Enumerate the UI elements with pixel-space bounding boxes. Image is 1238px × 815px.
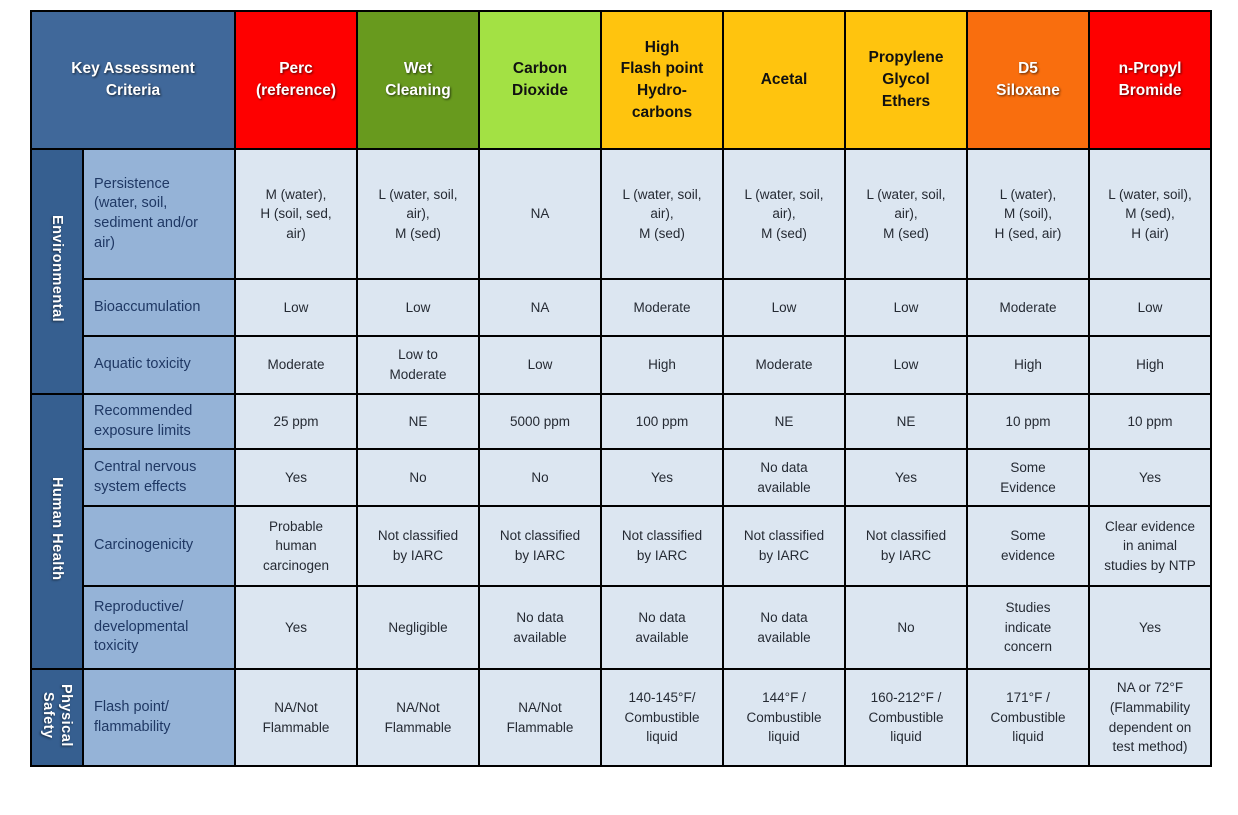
column-header-acetal: Acetal <box>722 10 846 150</box>
table-cell: No <box>844 585 968 670</box>
column-header-wet-cleaning: Wet Cleaning <box>356 10 480 150</box>
table-row: Bioaccumulation Low Low NA Moderate Low … <box>31 278 1212 337</box>
table-cell: Moderate <box>234 335 358 395</box>
table-cell: Yes <box>1088 585 1212 670</box>
category-environmental: Environmental <box>30 148 84 395</box>
table-row: Human Health Recommended exposure limits… <box>30 393 1212 670</box>
row-label-cns-effects: Central nervous system effects <box>82 448 236 507</box>
table-cell: Low <box>478 335 602 395</box>
table-cell: Not classified by IARC <box>844 505 968 587</box>
table-cell: Low <box>722 278 846 337</box>
table-cell: NA/Not Flammable <box>234 668 358 767</box>
table-cell: L (water, soil, air), M (sed) <box>600 148 724 280</box>
table-cell: No data available <box>722 448 846 507</box>
table-cell: Low to Moderate <box>356 335 480 395</box>
table-cell: 5000 ppm <box>478 393 602 450</box>
table-cell: Low <box>1088 278 1212 337</box>
table-cell: Moderate <box>966 278 1090 337</box>
table-cell: 100 ppm <box>600 393 724 450</box>
table-cell: L (water, soil, air), M (sed) <box>844 148 968 280</box>
table-cell: 10 ppm <box>1088 393 1212 450</box>
assessment-table: Key Assessment Criteria Perc (reference)… <box>30 10 1212 767</box>
table-cell: L (water, soil), M (sed), H (air) <box>1088 148 1212 280</box>
corner-header: Key Assessment Criteria <box>30 10 236 150</box>
column-header-n-propyl-bromide: n-Propyl Bromide <box>1088 10 1212 150</box>
table-cell: Yes <box>844 448 968 507</box>
table-cell: Low <box>844 335 968 395</box>
row-label-persistence: Persistence (water, soil, sediment and/o… <box>82 148 236 280</box>
table-cell: L (water), M (soil), H (sed, air) <box>966 148 1090 280</box>
category-human-health: Human Health <box>30 393 84 670</box>
table-cell: NE <box>722 393 846 450</box>
table-cell: Not classified by IARC <box>478 505 602 587</box>
table-cell: Not classified by IARC <box>722 505 846 587</box>
table-cell: No <box>356 448 480 507</box>
row-label-recommended-exposure-limits: Recommended exposure limits <box>82 393 236 450</box>
row-label-bioaccumulation: Bioaccumulation <box>82 278 236 337</box>
table-cell: Clear evidence in animal studies by NTP <box>1088 505 1212 587</box>
table-cell: Moderate <box>722 335 846 395</box>
table-cell: NA/Not Flammable <box>478 668 602 767</box>
table-cell: NA <box>478 148 602 280</box>
table-row: Aquatic toxicity Moderate Low to Moderat… <box>31 335 1212 395</box>
table-cell: No data available <box>600 585 724 670</box>
table-cell: High <box>1088 335 1212 395</box>
column-header-carbon-dioxide: Carbon Dioxide <box>478 10 602 150</box>
table-row: Carcinogenicity Probable human carcinoge… <box>31 505 1212 587</box>
table-cell: Some Evidence <box>966 448 1090 507</box>
column-header-perc: Perc (reference) <box>234 10 358 150</box>
table-cell: 25 ppm <box>234 393 358 450</box>
category-label: Physical Safety <box>40 683 75 747</box>
table-row: Environmental Persistence (water, soil, … <box>30 148 1212 395</box>
table-cell: No data available <box>478 585 602 670</box>
table-cell: Negligible <box>356 585 480 670</box>
table-cell: Moderate <box>600 278 724 337</box>
row-label-aquatic-toxicity: Aquatic toxicity <box>82 335 236 395</box>
table-cell: NE <box>844 393 968 450</box>
column-header-high-flash-point-hydrocarbons: High Flash point Hydro- carbons <box>600 10 724 150</box>
category-label: Environmental <box>49 215 66 323</box>
table-cell: Yes <box>234 585 358 670</box>
table-cell: 160-212°F / Combustible liquid <box>844 668 968 767</box>
table-cell: Yes <box>234 448 358 507</box>
category-physical-safety: Physical Safety <box>30 668 84 767</box>
table-cell: NA/Not Flammable <box>356 668 480 767</box>
table-cell: Some evidence <box>966 505 1090 587</box>
table-cell: 10 ppm <box>966 393 1090 450</box>
table-cell: NA or 72°F (Flammability dependent on te… <box>1088 668 1212 767</box>
table-cell: Low <box>234 278 358 337</box>
table-cell: Low <box>844 278 968 337</box>
table-cell: 140-145°F/ Combustible liquid <box>600 668 724 767</box>
table-cell: 144°F / Combustible liquid <box>722 668 846 767</box>
table-cell: L (water, soil, air), M (sed) <box>722 148 846 280</box>
row-label-carcinogenicity: Carcinogenicity <box>82 505 236 587</box>
table-cell: Not classified by IARC <box>356 505 480 587</box>
column-header-propylene-glycol-ethers: Propylene Glycol Ethers <box>844 10 968 150</box>
table-cell: L (water, soil, air), M (sed) <box>356 148 480 280</box>
table-cell: Yes <box>1088 448 1212 507</box>
table-cell: High <box>966 335 1090 395</box>
row-label-flash-point: Flash point/ flammability <box>82 668 236 767</box>
table-cell: Yes <box>600 448 724 507</box>
table-cell: M (water), H (soil, sed, air) <box>234 148 358 280</box>
row-label-reproductive-toxicity: Reproductive/ developmental toxicity <box>82 585 236 670</box>
table-cell: Probable human carcinogen <box>234 505 358 587</box>
table-row: Central nervous system effects Yes No No… <box>31 448 1212 507</box>
table-cell: Low <box>356 278 480 337</box>
category-label: Human Health <box>49 477 66 581</box>
table-cell: 171°F / Combustible liquid <box>966 668 1090 767</box>
table-cell: High <box>600 335 724 395</box>
table-row: Physical Safety Flash point/ flammabilit… <box>30 668 1212 767</box>
header-row: Key Assessment Criteria Perc (reference)… <box>30 10 1212 150</box>
column-header-d5-siloxane: D5 Siloxane <box>966 10 1090 150</box>
table-row: Reproductive/ developmental toxicity Yes… <box>31 585 1212 670</box>
table-cell: NA <box>478 278 602 337</box>
table-cell: Not classified by IARC <box>600 505 724 587</box>
table-cell: Studies indicate concern <box>966 585 1090 670</box>
table-cell: No <box>478 448 602 507</box>
table-cell: No data available <box>722 585 846 670</box>
table-cell: NE <box>356 393 480 450</box>
